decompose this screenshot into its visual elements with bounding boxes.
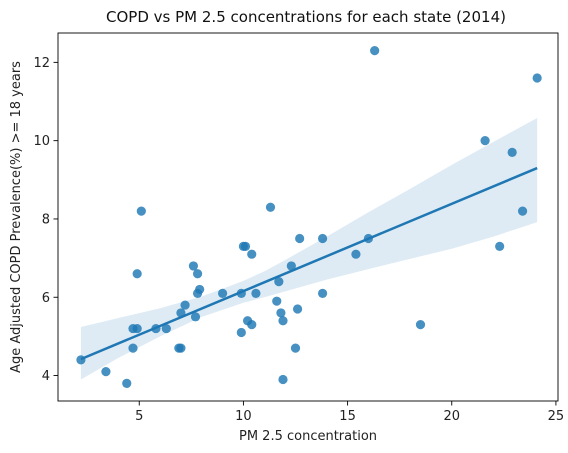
data-point xyxy=(517,206,528,216)
data-point xyxy=(151,323,161,334)
data-point xyxy=(317,288,328,298)
data-point xyxy=(265,202,276,212)
x-tick-label: 20 xyxy=(443,409,460,424)
regression-line-layer xyxy=(80,166,538,361)
x-tick-label: 25 xyxy=(548,409,565,424)
y-tick-label: 4 xyxy=(42,369,50,384)
data-point xyxy=(480,136,490,146)
y-tick-label: 6 xyxy=(42,291,50,306)
y-axis-ticks: 4 6 8 10 12 xyxy=(33,56,58,384)
data-point xyxy=(278,374,288,385)
regression-line xyxy=(80,166,538,361)
data-point xyxy=(76,355,86,365)
data-point xyxy=(240,241,251,251)
plot-area-frame xyxy=(57,32,559,402)
data-point xyxy=(251,288,261,298)
data-point xyxy=(290,343,301,353)
data-point xyxy=(247,320,257,330)
data-point xyxy=(176,343,186,353)
data-point xyxy=(176,308,186,318)
data-point xyxy=(236,327,246,338)
data-point xyxy=(101,367,111,377)
data-point xyxy=(317,233,328,244)
data-point xyxy=(236,288,246,298)
data-point xyxy=(495,241,505,251)
data-point xyxy=(276,308,286,318)
data-point xyxy=(217,288,228,298)
data-point xyxy=(192,269,203,279)
data-point xyxy=(190,312,201,322)
data-point xyxy=(132,323,142,334)
data-point xyxy=(292,304,303,314)
y-tick-label: 10 xyxy=(33,134,50,149)
y-tick-label: 12 xyxy=(33,56,50,71)
y-axis-label: Age Adjusted COPD Prevalence(%) >= 18 ye… xyxy=(9,61,24,373)
chart-title: COPD vs PM 2.5 concentrations for each s… xyxy=(106,8,506,26)
data-point xyxy=(532,73,542,83)
x-tick-label: 5 xyxy=(135,409,143,424)
data-point xyxy=(278,316,288,326)
data-point xyxy=(122,378,132,388)
data-point xyxy=(274,276,284,287)
data-point xyxy=(507,147,517,158)
data-point xyxy=(370,46,380,56)
data-point xyxy=(180,300,190,310)
data-point xyxy=(286,261,296,271)
data-point xyxy=(161,323,171,334)
x-axis-label: PM 2.5 concentration xyxy=(239,429,377,444)
data-point xyxy=(195,284,205,295)
data-point xyxy=(415,320,426,330)
data-point xyxy=(128,343,138,353)
data-point xyxy=(132,269,142,279)
data-points-layer xyxy=(76,46,542,388)
y-tick-label: 8 xyxy=(42,212,50,227)
data-point xyxy=(247,249,257,259)
confidence-band xyxy=(80,117,538,380)
data-point xyxy=(272,296,282,306)
confidence-band-layer xyxy=(80,117,538,380)
data-point xyxy=(136,206,146,216)
data-point xyxy=(363,233,374,244)
x-tick-label: 15 xyxy=(339,409,356,424)
data-point xyxy=(188,261,199,271)
data-point xyxy=(351,249,361,259)
x-axis-ticks: 5 10 15 20 25 xyxy=(135,401,564,424)
x-tick-label: 10 xyxy=(235,409,252,424)
data-point xyxy=(295,233,305,244)
